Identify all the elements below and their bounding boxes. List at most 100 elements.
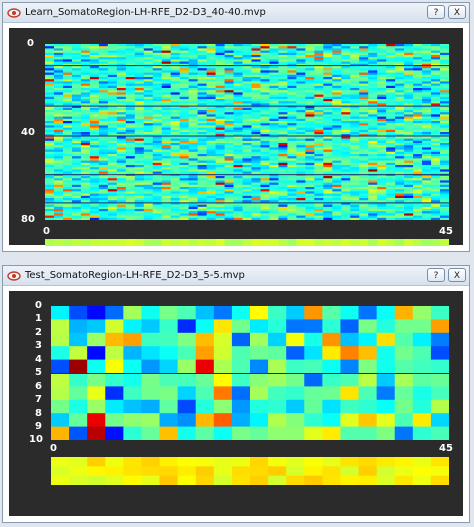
heatmap-cell bbox=[152, 171, 163, 175]
heatmap-cell bbox=[143, 193, 154, 197]
heatmap-cell bbox=[224, 74, 234, 78]
heatmap-cell bbox=[71, 136, 82, 139]
heatmap-cell bbox=[323, 167, 333, 170]
heatmap-cell bbox=[350, 118, 360, 122]
heatmap-cell bbox=[53, 66, 64, 69]
heatmap-cell bbox=[314, 94, 324, 98]
heatmap-cell bbox=[80, 180, 91, 183]
heatmap-cell bbox=[53, 162, 64, 166]
heatmap-cell bbox=[386, 94, 396, 98]
heatmap-cell bbox=[179, 85, 190, 89]
strip-cell bbox=[269, 239, 279, 246]
heatmap-cell bbox=[296, 52, 306, 56]
heatmap-cell bbox=[125, 156, 136, 159]
heatmap-cell bbox=[45, 57, 55, 60]
heatmap-cell bbox=[260, 92, 270, 95]
heatmap-cell bbox=[71, 96, 82, 100]
heatmap-cell bbox=[341, 127, 351, 131]
heatmap-cell bbox=[107, 202, 118, 205]
heatmap-cell bbox=[332, 154, 342, 157]
heatmap-cell bbox=[179, 46, 190, 49]
heatmap-cell bbox=[53, 154, 64, 157]
close-button[interactable]: X bbox=[448, 5, 466, 19]
heatmap-cell bbox=[386, 63, 396, 67]
heatmap-cell bbox=[53, 99, 64, 102]
heatmap-cell bbox=[305, 206, 315, 210]
heatmap-cell bbox=[242, 195, 252, 199]
heatmap-cell bbox=[71, 103, 82, 106]
heatmap-cell bbox=[71, 206, 82, 210]
heatmap-cell bbox=[107, 50, 118, 54]
heatmap-cell bbox=[134, 50, 145, 54]
heatmap-cell bbox=[422, 151, 432, 155]
heatmap-cell bbox=[161, 85, 172, 89]
heatmap-cell bbox=[413, 127, 423, 131]
heatmap-cell bbox=[224, 191, 234, 194]
heatmap-cell bbox=[341, 96, 351, 100]
heatmap-cell bbox=[107, 103, 118, 106]
heatmap-cell bbox=[377, 145, 387, 148]
heatmap-cell bbox=[413, 171, 423, 175]
heatmap-cell bbox=[107, 143, 118, 146]
heatmap-cell bbox=[395, 169, 405, 172]
heatmap-cell bbox=[143, 167, 154, 170]
heatmap-cell bbox=[107, 57, 118, 60]
learn-window-titlebar[interactable]: Learn_SomatoRegion-LH-RFE_D2-D3_40-40.mv… bbox=[3, 3, 469, 23]
heatmap-cell bbox=[161, 74, 172, 78]
help-button[interactable]: ? bbox=[427, 5, 445, 19]
heatmap-cell bbox=[368, 147, 378, 150]
heatmap-cell bbox=[440, 70, 449, 73]
heatmap-cell bbox=[179, 167, 190, 170]
heatmap-cell bbox=[89, 154, 100, 157]
heatmap-cell bbox=[125, 110, 136, 113]
heatmap-cell bbox=[260, 211, 270, 214]
help-button[interactable]: ? bbox=[427, 268, 445, 282]
heatmap-cell bbox=[45, 211, 55, 214]
heatmap-cell bbox=[431, 52, 441, 56]
heatmap-cell bbox=[71, 176, 82, 179]
heatmap-cell bbox=[269, 85, 279, 89]
test-window-titlebar[interactable]: Test_SomatoRegion-LH-RFE_D2-D3_5-5.mvp ?… bbox=[3, 266, 469, 286]
heatmap-cell bbox=[215, 72, 225, 76]
heatmap-cell bbox=[269, 213, 279, 216]
heatmap-cell bbox=[125, 176, 136, 179]
heatmap-cell bbox=[269, 134, 279, 137]
heatmap-cell bbox=[179, 90, 190, 93]
heatmap-cell bbox=[404, 83, 414, 87]
heatmap-cell bbox=[269, 200, 279, 203]
heatmap-cell bbox=[260, 132, 270, 135]
heatmap-cell bbox=[80, 90, 91, 93]
heatmap-cell bbox=[269, 156, 279, 159]
heatmap-cell bbox=[179, 156, 190, 159]
heatmap-cell bbox=[152, 206, 163, 210]
row-separator bbox=[45, 105, 449, 107]
learn-heatmap[interactable] bbox=[45, 44, 449, 220]
heatmap-cell bbox=[71, 121, 82, 124]
heatmap-cell bbox=[305, 83, 315, 87]
heatmap-cell bbox=[62, 103, 73, 106]
heatmap-cell bbox=[53, 105, 64, 109]
heatmap-cell bbox=[386, 112, 396, 115]
x-tick-label: 0 bbox=[50, 443, 57, 454]
heatmap-cell bbox=[62, 46, 73, 49]
heatmap-cell bbox=[422, 215, 432, 219]
heatmap-cell bbox=[134, 127, 145, 131]
heatmap-cell bbox=[440, 125, 449, 128]
heatmap-cell bbox=[386, 160, 396, 164]
heatmap-cell bbox=[431, 129, 441, 133]
heatmap-cell bbox=[413, 61, 423, 65]
test-heatmap[interactable] bbox=[51, 306, 449, 440]
heatmap-cell bbox=[231, 359, 251, 374]
heatmap-cell bbox=[152, 138, 163, 142]
heatmap-cell bbox=[53, 74, 64, 78]
heatmap-cell bbox=[233, 206, 243, 210]
heatmap-cell bbox=[98, 101, 109, 104]
heatmap-cell bbox=[269, 143, 279, 146]
heatmap-cell bbox=[260, 154, 270, 157]
heatmap-cell bbox=[206, 176, 216, 179]
heatmap-cell bbox=[143, 112, 154, 115]
close-button[interactable]: X bbox=[448, 268, 466, 282]
heatmap-cell bbox=[215, 88, 225, 91]
heatmap-cell bbox=[143, 74, 154, 78]
heatmap-cell bbox=[386, 180, 396, 183]
